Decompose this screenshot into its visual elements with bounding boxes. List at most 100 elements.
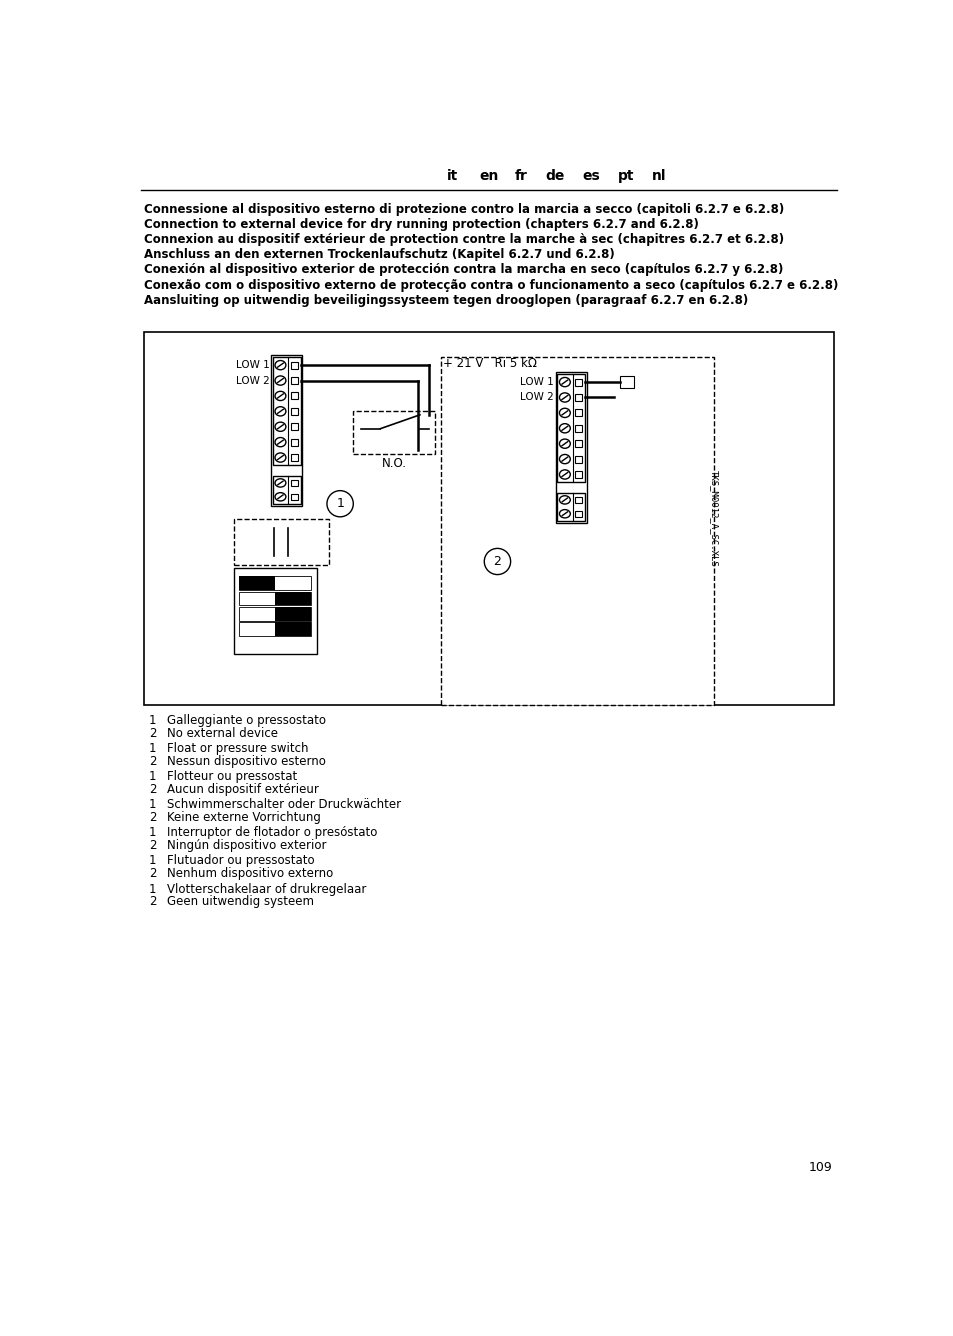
Text: 1: 1 (335, 497, 344, 510)
Bar (239, 592, 311, 605)
Text: de: de (544, 168, 564, 183)
Text: Connessione al dispositivo esterno di protezione contro la marcia a secco (capit: Connessione al dispositivo esterno di pr… (144, 203, 783, 216)
Text: pt: pt (618, 168, 634, 183)
Ellipse shape (274, 493, 286, 501)
Ellipse shape (274, 437, 286, 446)
Bar (239, 623, 275, 636)
Ellipse shape (274, 453, 286, 462)
Bar (275, 623, 311, 636)
Text: Anschluss an den externen Trockenlaufschutz (Kapitel 6.2.7 und 6.2.8): Anschluss an den externen Trockenlaufsch… (144, 248, 614, 262)
Text: it: it (446, 168, 457, 183)
Bar (239, 623, 311, 636)
Ellipse shape (558, 440, 570, 449)
Bar (239, 576, 311, 591)
Text: LOW 1: LOW 1 (519, 377, 554, 387)
Circle shape (327, 490, 353, 517)
Text: Flutuador ou pressostato: Flutuador ou pressostato (167, 855, 314, 867)
Bar (575, 378, 581, 386)
Bar (291, 454, 297, 461)
Bar (273, 358, 300, 465)
Text: Ningún dispositivo exterior: Ningún dispositivo exterior (167, 839, 327, 852)
Text: LOW 2: LOW 2 (235, 375, 270, 386)
Ellipse shape (558, 454, 570, 464)
Bar (575, 472, 581, 478)
Text: Flotteur ou pressostat: Flotteur ou pressostat (167, 770, 297, 783)
Text: en: en (478, 168, 498, 183)
Text: Connexion au dispositif extérieur de protection contre la marche à sec (chapitre: Connexion au dispositif extérieur de pro… (144, 234, 783, 246)
Text: 1: 1 (149, 770, 156, 783)
Ellipse shape (274, 478, 286, 488)
Text: Nenhum dispositivo externo: Nenhum dispositivo externo (167, 867, 334, 880)
Text: Galleggiante o pressostato: Galleggiante o pressostato (167, 713, 326, 727)
Bar (291, 480, 297, 486)
Bar (575, 409, 581, 417)
Bar (575, 441, 581, 448)
Ellipse shape (558, 496, 570, 504)
Text: 2: 2 (149, 839, 156, 852)
Bar (291, 393, 297, 399)
Text: 2: 2 (493, 554, 501, 568)
Bar (233, 568, 316, 653)
Text: + 21 V   Ri 5 kΩ: + 21 V Ri 5 kΩ (443, 357, 537, 370)
Text: 1: 1 (149, 855, 156, 867)
Ellipse shape (558, 509, 570, 518)
Text: 2: 2 (149, 895, 156, 908)
Text: Nessun dispositivo esterno: Nessun dispositivo esterno (167, 755, 326, 768)
Bar (291, 438, 297, 446)
Text: es: es (581, 168, 599, 183)
Text: 2: 2 (149, 783, 156, 796)
Text: 109: 109 (807, 1161, 831, 1173)
Bar (275, 576, 311, 591)
Bar (239, 576, 275, 591)
Bar (291, 362, 297, 369)
Text: 1: 1 (149, 827, 156, 839)
Text: Interruptor de flotador o presóstato: Interruptor de flotador o presóstato (167, 827, 377, 839)
Text: 2: 2 (149, 727, 156, 740)
Bar (575, 456, 581, 462)
Bar (291, 377, 297, 383)
Bar (239, 607, 311, 621)
Ellipse shape (274, 422, 286, 432)
Text: Connection to external device for dry running protection (chapters 6.2.7 and 6.2: Connection to external device for dry ru… (144, 219, 699, 231)
Text: Schwimmerschalter oder Druckwächter: Schwimmerschalter oder Druckwächter (167, 799, 401, 811)
Ellipse shape (274, 406, 286, 415)
Bar (273, 476, 300, 504)
Text: Keine externe Vorrichtung: Keine externe Vorrichtung (167, 811, 321, 824)
Text: 2: 2 (149, 811, 156, 824)
Ellipse shape (274, 361, 286, 370)
Bar (239, 592, 275, 605)
Bar (440, 358, 714, 705)
Text: 2: 2 (149, 755, 156, 768)
Text: fr: fr (515, 168, 527, 183)
Text: LOW 2: LOW 2 (519, 393, 554, 402)
Bar (233, 520, 328, 565)
Ellipse shape (558, 378, 570, 386)
Text: N.O.: N.O. (381, 457, 406, 470)
Text: 1: 1 (149, 741, 156, 755)
Bar (144, 333, 833, 705)
Ellipse shape (274, 375, 286, 385)
Text: TKS_M0012_A_SC.XLS: TKS_M0012_A_SC.XLS (709, 470, 719, 566)
Ellipse shape (558, 424, 570, 433)
Bar (575, 510, 581, 517)
Bar (557, 374, 584, 482)
Text: 1: 1 (149, 799, 156, 811)
Text: Float or pressure switch: Float or pressure switch (167, 741, 309, 755)
Ellipse shape (558, 470, 570, 480)
Bar (239, 607, 275, 621)
Circle shape (484, 548, 510, 574)
Text: No external device: No external device (167, 727, 278, 740)
Bar (557, 493, 584, 521)
Text: Conexión al dispositivo exterior de protección contra la marcha en seco (capítul: Conexión al dispositivo exterior de prot… (144, 263, 782, 277)
Bar (619, 375, 633, 389)
Bar (353, 411, 435, 454)
Bar (271, 355, 302, 506)
Bar (291, 494, 297, 500)
Text: 1: 1 (149, 883, 156, 895)
Text: Conexão com o dispositivo externo de protecção contra o funcionamento a seco (ca: Conexão com o dispositivo externo de pro… (144, 278, 838, 291)
Ellipse shape (558, 409, 570, 417)
Text: 2: 2 (149, 867, 156, 880)
Bar (575, 394, 581, 401)
Bar (275, 607, 311, 621)
Text: nl: nl (652, 168, 666, 183)
